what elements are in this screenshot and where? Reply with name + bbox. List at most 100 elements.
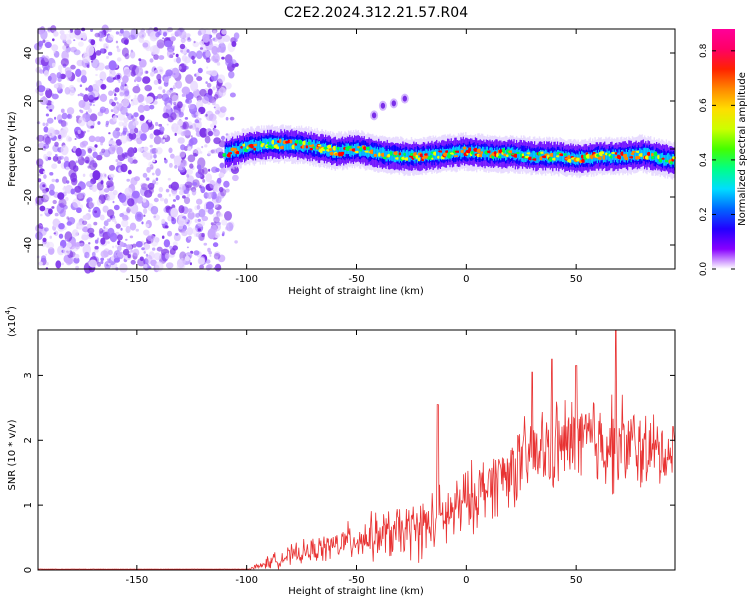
signal-band-cell — [257, 141, 259, 152]
noise-speckle — [225, 116, 229, 121]
noise-speckle — [137, 93, 145, 103]
noise-speckle — [155, 147, 163, 155]
noise-speckle — [196, 204, 201, 210]
noise-speckle — [110, 216, 113, 219]
noise-speckle — [82, 220, 88, 226]
noise-speckle — [75, 147, 82, 157]
noise-speckle — [118, 80, 121, 83]
noise-speckle — [114, 96, 118, 101]
colorbar-tick-label: 0.2 — [699, 207, 709, 221]
noise-speckle — [207, 228, 216, 240]
noise-speckle — [216, 177, 222, 184]
signal-band-cell — [275, 138, 277, 149]
noise-speckle — [46, 106, 49, 109]
noise-speckle — [143, 146, 149, 152]
noise-speckle — [132, 248, 140, 257]
noise-speckle — [126, 178, 130, 182]
signal-band-cell — [337, 147, 339, 158]
signal-core-blob — [623, 153, 628, 157]
noise-speckle — [142, 150, 151, 159]
noise-speckle — [143, 263, 148, 269]
noise-speckle — [218, 186, 224, 193]
noise-speckle — [112, 245, 115, 249]
noise-speckle — [80, 110, 84, 114]
noise-speckle — [162, 139, 166, 143]
noise-speckle — [99, 38, 102, 42]
signal-band-cell — [532, 150, 535, 162]
noise-speckle — [75, 68, 82, 77]
noise-speckle — [111, 101, 116, 107]
signal-core-blob — [417, 157, 421, 162]
noise-speckle — [157, 93, 163, 99]
noise-speckle — [152, 172, 155, 176]
noise-speckle — [61, 262, 64, 266]
noise-speckle — [53, 232, 57, 235]
signal-core-blob — [609, 155, 613, 159]
signal-band-cell — [563, 151, 565, 163]
x-tick-label: -100 — [235, 575, 258, 586]
noise-speckle — [174, 165, 178, 169]
signal-band-cell — [258, 140, 260, 152]
noise-speckle — [122, 106, 125, 110]
signal-core-blob — [240, 145, 243, 149]
noise-speckle — [120, 134, 128, 144]
noise-speckle — [81, 234, 89, 241]
signal-band-cell — [437, 149, 439, 160]
signal-core-blob — [506, 154, 509, 158]
signal-band-cell — [367, 147, 369, 159]
signal-core-blob — [380, 152, 386, 157]
noise-speckle — [219, 162, 225, 169]
noise-speckle — [100, 186, 103, 189]
noise-speckle — [121, 37, 129, 44]
noise-speckle — [147, 123, 155, 130]
noise-speckle — [58, 233, 64, 239]
noise-speckle — [41, 255, 47, 262]
y-tick-label: 0 — [23, 146, 34, 152]
noise-speckle — [153, 54, 160, 60]
noise-speckle — [153, 197, 159, 203]
noise-speckle — [85, 45, 95, 56]
noise-speckle — [82, 53, 91, 64]
noise-speckle — [66, 135, 71, 142]
signal-band-cell — [488, 149, 490, 161]
y-tick-label: -20 — [23, 189, 34, 205]
signal-band-cell — [288, 139, 291, 150]
noise-speckle — [145, 253, 149, 257]
noise-speckle — [43, 174, 47, 179]
noise-speckle — [74, 131, 79, 135]
noise-speckle — [186, 49, 190, 53]
noise-speckle — [213, 128, 217, 133]
signal-core-blob — [316, 146, 320, 150]
noise-speckle — [231, 63, 237, 68]
noise-speckle — [212, 53, 220, 64]
noise-speckle — [123, 68, 132, 78]
noise-speckle — [102, 205, 109, 213]
noise-speckle — [119, 263, 128, 273]
noise-speckle — [100, 257, 105, 261]
signal-band-cell — [529, 150, 531, 162]
noise-speckle — [119, 92, 124, 97]
noise-speckle — [186, 246, 189, 249]
signal-core-blob — [493, 151, 497, 155]
signal-band-cell — [512, 147, 514, 158]
noise-speckle — [207, 207, 214, 215]
noise-speckle — [214, 263, 222, 272]
noise-speckle — [213, 216, 220, 224]
noise-speckle — [167, 27, 173, 33]
noise-speckle — [231, 41, 237, 47]
signal-core-blob — [651, 152, 654, 157]
noise-speckle — [211, 166, 219, 173]
signal-band-cell — [291, 139, 293, 151]
noise-speckle — [145, 96, 154, 104]
signal-band-cell — [518, 150, 520, 161]
signal-band-cell — [391, 150, 393, 162]
noise-speckle — [64, 87, 71, 95]
noise-speckle — [146, 234, 155, 242]
noise-speckle — [171, 67, 180, 79]
x-tick-label: 50 — [570, 575, 583, 586]
spectrogram-y-axis: -40 -20 0 20 40 — [23, 47, 675, 253]
signal-core-blob — [614, 152, 618, 155]
noise-speckle — [54, 230, 59, 237]
noise-speckle — [187, 235, 192, 240]
noise-speckle — [213, 106, 216, 109]
